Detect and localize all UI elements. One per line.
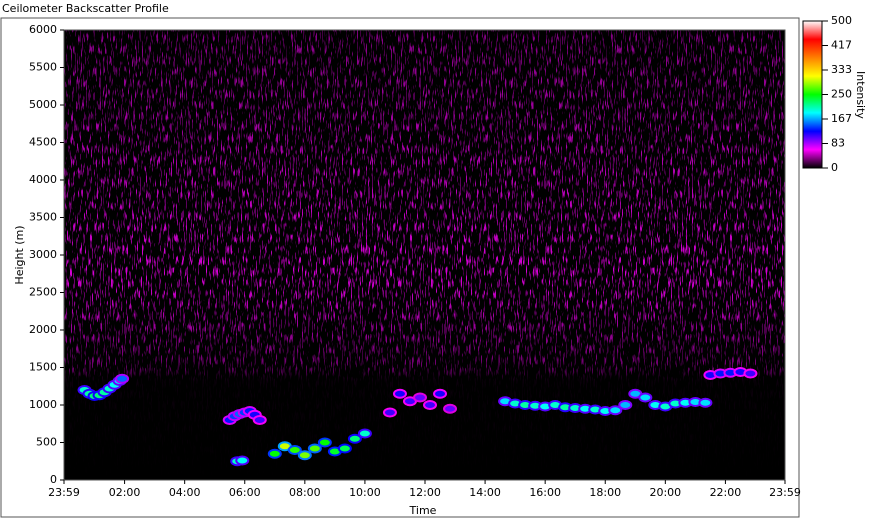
x-tick-label: 02:00: [109, 486, 141, 499]
backscatter-cell: [287, 445, 302, 455]
y-tick-label: 3500: [29, 211, 57, 224]
x-tick-label: 14:00: [469, 486, 501, 499]
backscatter-cell: [618, 400, 633, 410]
y-tick-label: 1000: [29, 398, 57, 411]
y-tick-label: 2000: [29, 323, 57, 336]
x-tick-label: 08:00: [289, 486, 321, 499]
colorbar-tick-label: 250: [831, 88, 852, 101]
y-tick-label: 5500: [29, 61, 57, 74]
backscatter-cell: [337, 443, 352, 454]
backscatter-cell: [252, 415, 267, 425]
backscatter-cell: [115, 373, 130, 384]
x-tick-label: 10:00: [349, 486, 381, 499]
backscatter-cell: [392, 388, 407, 399]
y-tick-label: 2500: [29, 286, 57, 299]
backscatter-cell: [297, 450, 312, 461]
x-tick-label: 20:00: [649, 486, 681, 499]
backscatter-cell: [608, 405, 623, 416]
x-tick-label: 18:00: [589, 486, 621, 499]
backscatter-cell: [347, 433, 362, 444]
backscatter-cell: [307, 443, 322, 454]
y-tick-label: 5000: [29, 98, 57, 111]
backscatter-cell: [357, 428, 372, 439]
colorbar: [802, 20, 823, 169]
y-tick-label: 3000: [29, 248, 57, 261]
colorbar-tick-label: 500: [831, 14, 852, 27]
y-tick-label: 500: [36, 436, 57, 449]
y-axis-label: Height (m): [13, 225, 26, 284]
noise-texture: [64, 30, 785, 480]
y-tick-label: 6000: [29, 23, 57, 36]
colorbar-tick-label: 167: [831, 112, 852, 125]
colorbar-tick-label: 0: [831, 161, 838, 174]
backscatter-cell: [235, 455, 250, 466]
chart-title: Ceilometer Backscatter Profile: [2, 2, 169, 15]
colorbar-tick-label: 83: [831, 137, 845, 150]
x-tick-label: 22:00: [710, 486, 742, 499]
x-tick-label: 23:59: [48, 486, 80, 499]
backscatter-cell: [412, 392, 427, 403]
x-tick-label: 04:00: [169, 486, 201, 499]
y-tick-label: 4500: [29, 136, 57, 149]
backscatter-cell: [698, 397, 713, 408]
x-axis-label: Time: [409, 504, 437, 517]
backscatter-cell: [423, 400, 438, 410]
x-tick-label: 23:59: [769, 486, 801, 499]
backscatter-cell: [743, 368, 758, 379]
y-tick-label: 0: [50, 473, 57, 486]
x-tick-label: 06:00: [229, 486, 261, 499]
y-tick-label: 4000: [29, 173, 57, 186]
backscatter-cell: [267, 448, 282, 459]
y-tick-label: 1500: [29, 361, 57, 374]
colorbar-tick-label: 333: [831, 63, 852, 76]
backscatter-cell: [433, 388, 448, 399]
backscatter-cell: [638, 392, 653, 403]
x-tick-label: 12:00: [409, 486, 441, 499]
colorbar-tick-label: 417: [831, 38, 852, 51]
colorbar-label: Intensity: [854, 71, 867, 119]
panel-border: [0, 17, 800, 518]
backscatter-cell: [382, 407, 397, 418]
backscatter-cell: [443, 403, 458, 414]
x-tick-label: 16:00: [529, 486, 561, 499]
backscatter-cell: [317, 437, 332, 448]
